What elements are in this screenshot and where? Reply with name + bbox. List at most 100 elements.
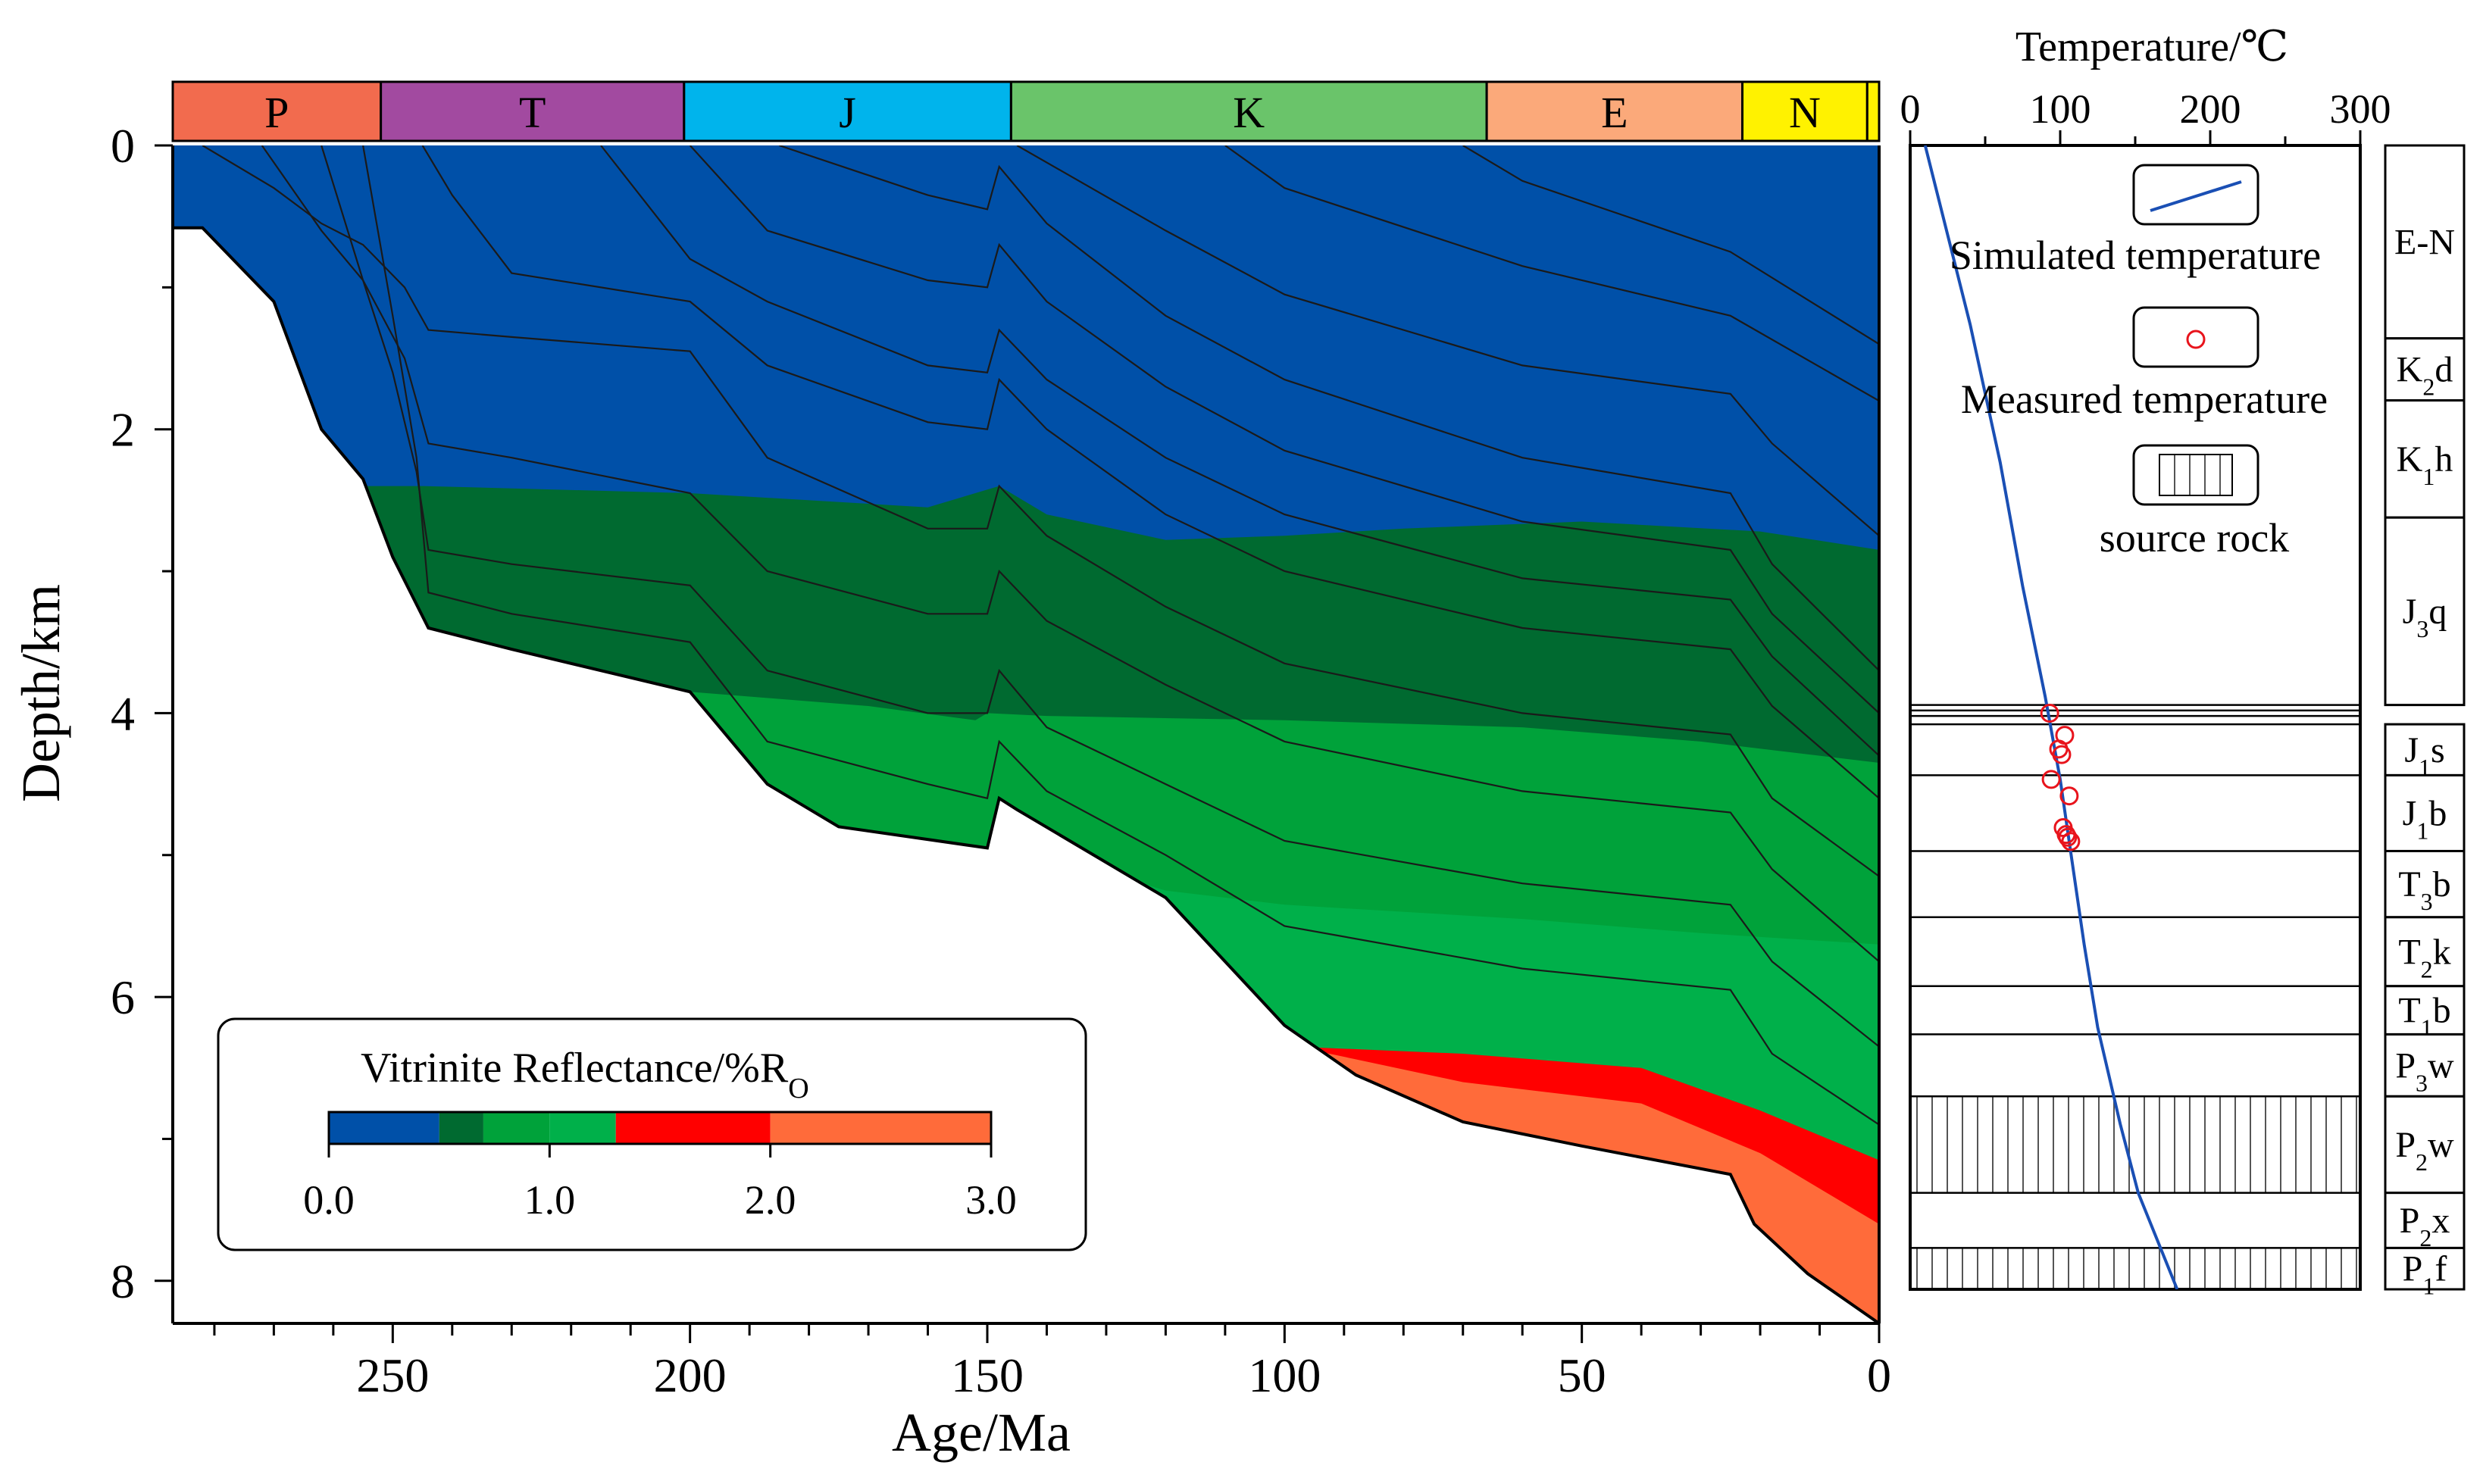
- strat-label-sub: 2: [2416, 1148, 2428, 1176]
- strat-unit-J3q: [2384, 516, 2466, 707]
- vr-legend-ticks: 0.0 1.0 2.0 3.0: [303, 1144, 1017, 1223]
- horizon-line-1: [202, 145, 1879, 877]
- temp-tick-label: 0: [1900, 86, 1921, 132]
- vr-legend-bin-1: [329, 1112, 439, 1144]
- y-axis-title: Depth/km: [11, 584, 71, 802]
- temp-tick-label: 200: [2180, 86, 2241, 132]
- y-tick-label: 4: [111, 686, 135, 740]
- vr-legend-title-main: Vitrinite Reflectance/%R: [361, 1045, 789, 1092]
- horizon-line-9: [1016, 145, 1879, 537]
- strat-label-base: J: [2404, 730, 2419, 770]
- y-tick-label: 8: [111, 1254, 135, 1308]
- strat-label-P1f: P1f: [2403, 1249, 2447, 1300]
- strat-label-base: T: [2398, 932, 2420, 972]
- x-tick-label: 100: [1248, 1348, 1321, 1402]
- vr-legend-title-sub: O: [788, 1073, 808, 1104]
- y-tick-label: 2: [111, 403, 135, 457]
- source-rock-band-2: [1909, 1247, 2361, 1290]
- vr-legend-bar-frame: [327, 1111, 993, 1145]
- strat-label-P3w: P3w: [2395, 1045, 2454, 1096]
- strat-label-K1h: K1h: [2397, 439, 2453, 490]
- strat-label-base: P: [2403, 1249, 2423, 1289]
- strat-label-sub: 1: [2422, 463, 2435, 490]
- x-tick-label: 50: [1558, 1348, 1606, 1402]
- legend-meas-swatch: [2186, 330, 2206, 349]
- strat-label-tail: b: [2433, 864, 2451, 904]
- horizon-line-5: [421, 145, 1879, 799]
- strat-unit-E-N: [2384, 144, 2466, 340]
- measured-point-4: [2052, 745, 2072, 764]
- strat-label-base: P: [2395, 1125, 2416, 1165]
- x-axis-title: Age/Ma: [892, 1402, 1071, 1463]
- strat-label-tail: b: [2433, 991, 2451, 1031]
- strat-label-J3q: J3q: [2403, 592, 2447, 642]
- legend-source-label: source rock: [2100, 515, 2289, 561]
- vr-legend-tick-label: 2.0: [745, 1177, 796, 1223]
- strat-label-J1b: J1b: [2403, 793, 2447, 844]
- period-Q: [1865, 80, 1881, 142]
- legend-meas-label: Measured temperature: [1961, 376, 2328, 422]
- period-T: [380, 80, 686, 142]
- strat-label-base: T: [2398, 864, 2420, 904]
- legend-source-swatch: [2159, 454, 2233, 496]
- strat-label-P2x: P2x: [2400, 1201, 2450, 1251]
- strat-label-tail: h: [2435, 439, 2453, 480]
- main-axes: 250 200 150 100 50 0 0 2 4 6 8: [111, 119, 1891, 1402]
- temperature-axis: 0 100 200 300: [1900, 86, 2391, 145]
- strat-unit-J1b: [2384, 773, 2466, 852]
- x-tick-label: 0: [1867, 1348, 1891, 1402]
- strat-unit-K1h: [2384, 399, 2466, 519]
- strat-label-sub: 2: [2422, 373, 2435, 401]
- strat-label-base: P: [2395, 1045, 2416, 1086]
- strat-label-tail: x: [2431, 1201, 2450, 1241]
- strat-unit-T1b: [2384, 985, 2466, 1036]
- temperature-legend: Simulated temperature Measured temperatu…: [1950, 164, 2328, 561]
- vr-legend: Vitrinite Reflectance/%RO 0.0 1.0 2.0 3.0: [217, 1017, 1087, 1251]
- strat-label-sub: 2: [2419, 1224, 2431, 1251]
- vr-legend-tick-label: 1.0: [524, 1177, 576, 1223]
- period-N: [1741, 80, 1869, 142]
- basement-line: [173, 226, 1881, 1325]
- strat-unit-P1f: [2384, 1246, 2466, 1291]
- strat-label-sub: 1: [2416, 817, 2428, 844]
- strat-label-P2w: P2w: [2395, 1125, 2454, 1176]
- measured-point-6: [2059, 786, 2079, 806]
- strat-unit-T2k: [2384, 916, 2466, 988]
- strat-label-tail: w: [2428, 1125, 2454, 1165]
- strat-label-sub: 3: [2421, 888, 2433, 915]
- strat-label-sub: 1: [2422, 1273, 2435, 1300]
- strat-label-sub: 2: [2421, 955, 2433, 983]
- burial-plot: P T J K E N 250 200 150 100 50 0 0 2 4 6 8 Age/Ma Depth…: [11, 80, 1891, 1463]
- strat-label-E-N: E-N: [2394, 222, 2455, 262]
- measured-point-9: [2058, 827, 2078, 847]
- vr-legend-bin-5: [615, 1112, 771, 1144]
- horizon-line-4: [362, 145, 1879, 1126]
- x-tick-label: 200: [654, 1348, 727, 1402]
- x-tick-label: 250: [356, 1348, 429, 1402]
- temp-tick-label: 100: [2030, 86, 2091, 132]
- vr-legend-title: Vitrinite Reflectance/%RO: [361, 1045, 809, 1104]
- vr-legend-bar: [327, 1111, 993, 1145]
- period-label-K: K: [1233, 88, 1265, 137]
- strat-label-base: J: [2403, 793, 2417, 833]
- strat-lines: [1910, 704, 2360, 1249]
- strat-label-tail: q: [2428, 592, 2447, 632]
- vr-legend-bin-3: [483, 1112, 550, 1144]
- strat-unit-P3w: [2384, 1033, 2466, 1098]
- strat-label-sub: 3: [2416, 615, 2428, 642]
- horizon-line-6: [600, 145, 1879, 757]
- period-J: [683, 80, 1012, 142]
- strat-label-tail: b: [2428, 793, 2447, 833]
- temperature-panel: 0 100 200 300 Temperature/℃ Simulated tempe…: [1900, 23, 2391, 1291]
- horizon-line-11: [1462, 145, 1879, 345]
- strat-label-T2k: T2k: [2398, 932, 2450, 983]
- temp-tick-label: 300: [2330, 86, 2391, 132]
- horizon-line-7: [689, 145, 1879, 714]
- measured-temperature-points: [2040, 704, 2081, 851]
- period-label-E: E: [1601, 88, 1628, 137]
- strat-label-tail: d: [2435, 350, 2453, 390]
- legend-meas-swatch-box: [2132, 306, 2259, 368]
